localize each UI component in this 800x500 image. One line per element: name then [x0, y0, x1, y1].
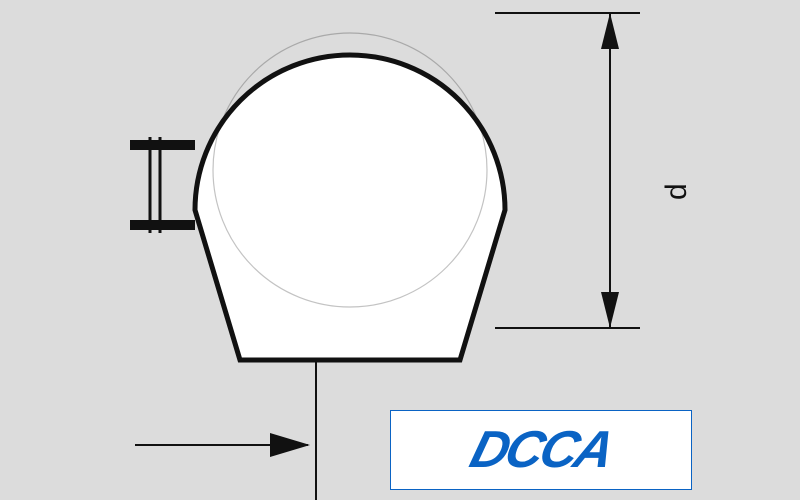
technical-diagram: d DCCA [0, 0, 800, 500]
dimension-d-label: d [660, 183, 694, 200]
brand-logo: DCCA [390, 410, 692, 490]
brand-logo-text: DCCA [464, 420, 618, 480]
